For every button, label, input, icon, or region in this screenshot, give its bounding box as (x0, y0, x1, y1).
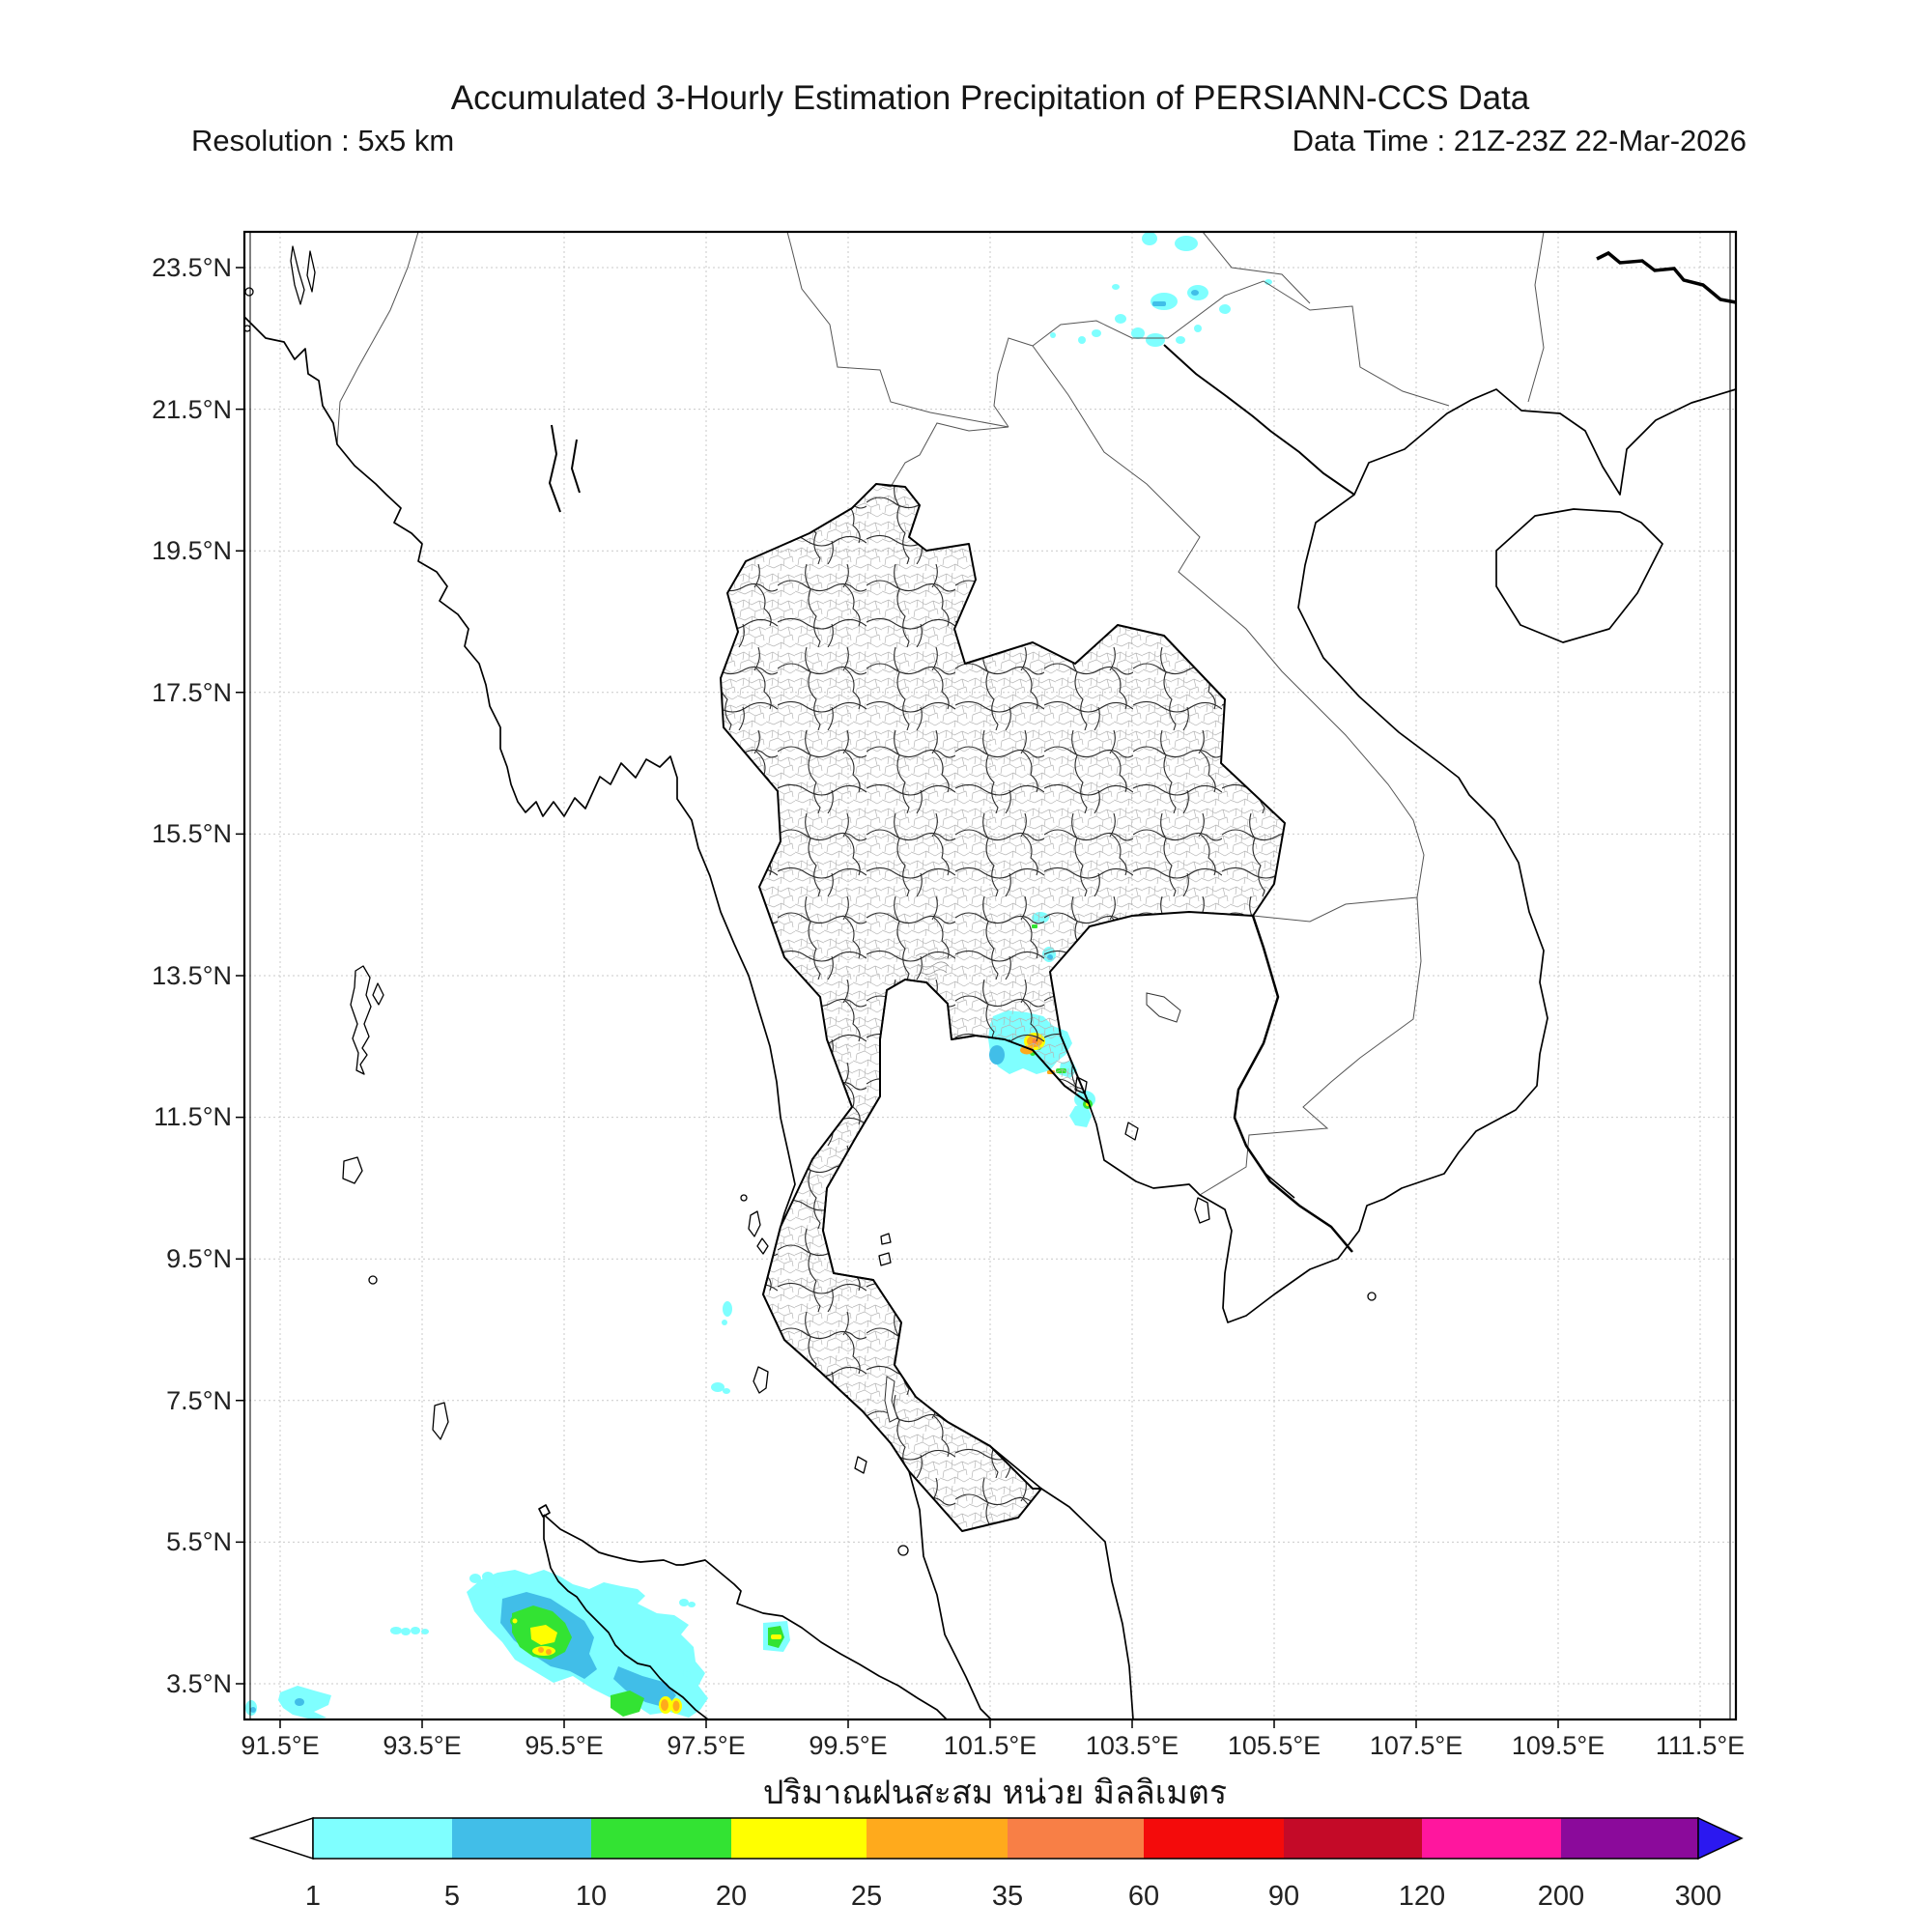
x-tick-label: 93.5°E (383, 1731, 462, 1760)
x-tick-label: 109.5°E (1511, 1731, 1605, 1760)
x-tick-label: 97.5°E (667, 1731, 746, 1760)
myanmar-india-border (336, 231, 419, 445)
colorbar-label: 5 (444, 1881, 460, 1912)
y-tick-label: 11.5°N (154, 1102, 232, 1131)
colorbar-segment (731, 1818, 867, 1859)
songkhla-lake (884, 1376, 898, 1423)
colorbar-label: 300 (1675, 1881, 1721, 1912)
vietnam-china-border (1032, 280, 1450, 407)
colorbar-legend: 1 5 10 20 25 35 60 90 120 200 300 (193, 1808, 1777, 1929)
laos-china-border (993, 337, 1034, 428)
langkawi-island (854, 1456, 867, 1474)
cambodia-vietnam-border (1199, 896, 1422, 1196)
rivers (548, 250, 1737, 1253)
map-figure (236, 230, 1738, 1728)
phuket-island (753, 1366, 769, 1394)
axis-ticks (236, 267, 1701, 1728)
great-nicobar (432, 1402, 449, 1440)
x-tick-label: 99.5°E (809, 1731, 888, 1760)
colorbar-segment (867, 1818, 1008, 1859)
colorbar-label: 35 (992, 1881, 1023, 1912)
colorbar-segments (313, 1818, 1698, 1859)
koh-phangan (880, 1233, 892, 1245)
colorbar-label: 20 (716, 1881, 747, 1912)
tonle-sap-lake (1146, 992, 1181, 1023)
bassac-river (1245, 1145, 1295, 1199)
colorbar-label: 1 (305, 1881, 321, 1912)
koh-samui (878, 1252, 892, 1266)
car-nicobar (368, 1275, 378, 1285)
little-andaman (342, 1156, 363, 1184)
y-tick-label: 15.5°N (152, 819, 232, 848)
y-tick-label: 7.5°N (166, 1386, 232, 1415)
islands (243, 245, 1377, 1556)
y-tick-label: 3.5°N (166, 1669, 232, 1698)
hainan-island (1495, 508, 1663, 643)
cambodia-laos-border (1252, 896, 1418, 923)
myanmar-laos-border (875, 422, 1009, 488)
colorbar-segment (1144, 1818, 1284, 1859)
colorbar-label: 90 (1268, 1881, 1299, 1912)
colorbar-label: 25 (851, 1881, 882, 1912)
y-tick-label: 9.5°N (166, 1244, 232, 1273)
x-tick-label: 111.5°E (1655, 1731, 1746, 1760)
colorbar-overflow-arrow (1697, 1816, 1744, 1861)
china-province-border (1202, 231, 1545, 403)
colorbar-segment (1284, 1818, 1422, 1859)
colorbar-underflow-arrow (248, 1816, 314, 1861)
mergui-islands (748, 1210, 769, 1255)
colorbar-segment (1008, 1818, 1144, 1859)
x-tick-label: 95.5°E (525, 1731, 604, 1760)
sumatra-west-coast (543, 1515, 709, 1720)
subtitle-data-time: Data Time : 21Z-23Z 22-Mar-2026 (1292, 124, 1747, 157)
colorbar-segment (1561, 1818, 1698, 1859)
page-title: Accumulated 3-Hourly Estimation Precipit… (450, 79, 1530, 117)
map-frame (242, 230, 1738, 1721)
sumatra-northeast-coast (543, 1514, 948, 1720)
mekong-river (1233, 915, 1353, 1253)
red-river (1163, 344, 1355, 496)
koh-kong-island (1124, 1122, 1139, 1141)
colorbar-segment (1422, 1818, 1561, 1859)
y-tick-label: 23.5°N (152, 253, 232, 282)
x-tick-label: 107.5°E (1369, 1731, 1463, 1760)
bangkok-district-cluster (915, 952, 950, 980)
country-borders (336, 231, 1545, 1196)
penang-island (897, 1545, 909, 1556)
thailand-district-boundaries (721, 484, 1285, 1531)
x-tick-label: 101.5°E (943, 1731, 1037, 1760)
irrawaddy-river (548, 424, 581, 513)
myanmar-china-border (786, 231, 1009, 428)
y-tick-label: 13.5°N (152, 961, 232, 990)
colorbar-label: 120 (1399, 1881, 1445, 1912)
xi-river (1596, 250, 1737, 304)
andaman-islands (350, 965, 384, 1075)
colorbar-label: 10 (576, 1881, 607, 1912)
map-canvas (236, 230, 1738, 1728)
x-tick-label: 103.5°E (1085, 1731, 1179, 1760)
colorbar-labels: 1 5 10 20 25 35 60 90 120 200 300 (305, 1881, 1721, 1912)
x-axis-title: ปริมาณฝนสะสม หน่วย มิลลิเมตร (762, 1775, 1228, 1811)
weh-island (538, 1504, 551, 1518)
colorbar-label: 60 (1128, 1881, 1159, 1912)
colorbar-label: 200 (1538, 1881, 1584, 1912)
colorbar-canvas: 1 5 10 20 25 35 60 90 120 200 300 (248, 1816, 1744, 1912)
y-tick-label: 19.5°N (152, 536, 232, 565)
x-tick-label: 105.5°E (1227, 1731, 1321, 1760)
colorbar-segment (313, 1818, 452, 1859)
bangladesh-delta-islands (290, 245, 316, 305)
thailand-border (720, 483, 1286, 1532)
con-dao-island (1367, 1292, 1377, 1301)
y-tick-label: 5.5°N (166, 1527, 232, 1556)
phu-quoc-island (1194, 1197, 1210, 1224)
colorbar-segment (452, 1818, 591, 1859)
subtitle-resolution: Resolution : 5x5 km (191, 124, 455, 157)
y-tick-label: 21.5°N (152, 395, 232, 424)
y-tick-label: 17.5°N (152, 678, 232, 707)
x-tick-label: 91.5°E (241, 1731, 320, 1760)
laos-vietnam-border (1032, 345, 1425, 898)
lakes (884, 992, 1181, 1423)
colorbar-segment (591, 1818, 731, 1859)
